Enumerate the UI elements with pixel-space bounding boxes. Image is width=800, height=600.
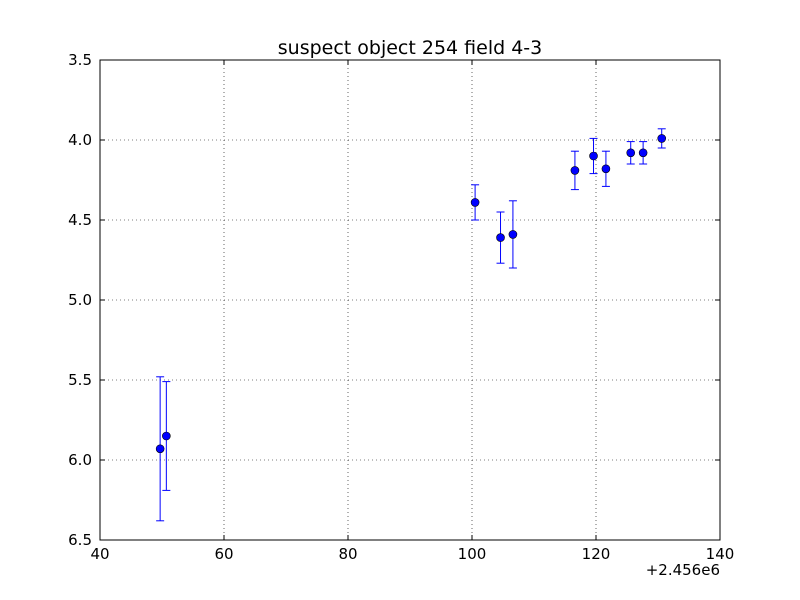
y-tick-label: 3.5 — [68, 51, 92, 69]
x-tick-label: 100 — [458, 545, 487, 563]
plot-frame — [99, 59, 721, 541]
x-tick-label: 40 — [90, 545, 109, 563]
data-point — [638, 148, 648, 158]
data-point — [601, 164, 611, 174]
data-point — [657, 134, 667, 143]
data-point — [570, 166, 580, 175]
y-tick-label: 6.0 — [68, 451, 92, 469]
y-tick-label: 5.5 — [68, 371, 92, 389]
x-axis-offset-label: +2.456e6 — [646, 561, 720, 579]
data-points — [155, 134, 667, 454]
y-tick-label: 4.0 — [68, 131, 92, 149]
y-tick-label: 6.5 — [68, 531, 92, 549]
y-tick-label: 5.0 — [68, 291, 92, 309]
y-tick-label: 4.5 — [68, 211, 92, 229]
x-tick-label: 140 — [706, 545, 735, 563]
axis-ticks: 40 60 80 100 120 140 3.5 4.0 4.5 5.0 5.5 6.0 6.5 — [68, 51, 734, 563]
x-tick-label: 120 — [582, 545, 611, 563]
data-point — [626, 148, 636, 158]
x-tick-label: 60 — [214, 545, 233, 563]
data-point — [470, 198, 480, 207]
data-point — [589, 151, 598, 161]
data-point — [155, 444, 165, 454]
chart-title: suspect object 254 field 4-3 — [278, 37, 543, 59]
data-point — [162, 431, 171, 441]
error-bars — [156, 128, 666, 522]
data-point — [496, 233, 505, 242]
data-point — [508, 230, 518, 239]
grid — [100, 60, 720, 540]
x-tick-label: 80 — [338, 545, 357, 563]
